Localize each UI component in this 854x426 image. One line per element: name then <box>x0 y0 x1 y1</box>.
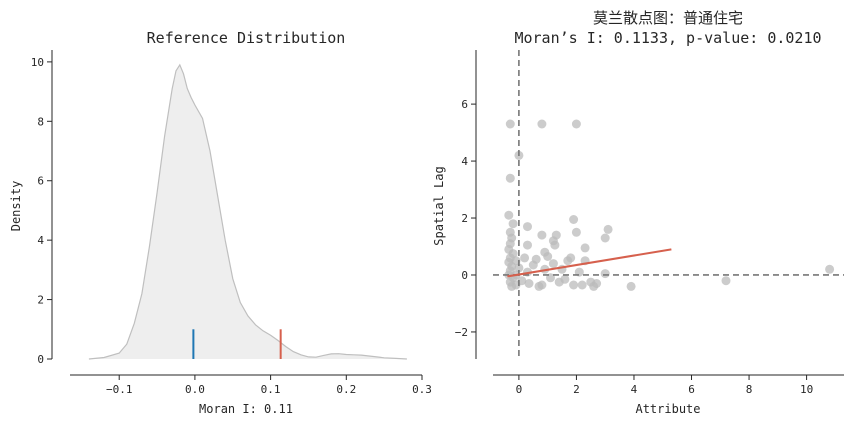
scatter-point <box>524 279 534 288</box>
scatter-point <box>508 219 518 229</box>
y-tick-label: 4 <box>37 234 44 247</box>
scatter-point <box>550 240 560 250</box>
density-curve <box>88 63 407 360</box>
x-tick-label: −0.1 <box>106 383 133 396</box>
scatter-point <box>592 279 602 288</box>
right-x-ticks: 0 2 4 6 8 10 <box>516 375 813 396</box>
scatter-point <box>571 119 581 129</box>
right-x-axis-label: Attribute <box>635 402 700 416</box>
scatter-point <box>548 259 558 269</box>
y-tick-label: 0 <box>461 269 468 282</box>
y-tick-label: 2 <box>37 294 44 307</box>
scatter-point <box>537 280 547 290</box>
y-tick-label: 2 <box>461 212 468 225</box>
x-tick-label: 0 <box>516 383 523 396</box>
left-y-axis-label: Density <box>9 181 23 232</box>
x-tick-label: 0.2 <box>336 383 356 396</box>
scatter-point <box>537 119 547 129</box>
scatter-point <box>580 243 590 253</box>
scatter-point <box>569 280 579 290</box>
scatter-point <box>505 173 515 183</box>
scatter-point <box>721 276 731 286</box>
y-tick-label: 10 <box>31 56 44 69</box>
y-tick-label: 6 <box>461 98 468 111</box>
scatter-point <box>543 252 553 261</box>
scatter-point <box>603 224 613 234</box>
right-chart-subtitle: Moran’s I: 0.1133, p-value: 0.0210 <box>514 29 821 47</box>
density-area <box>88 64 407 360</box>
scatter-point <box>523 222 532 232</box>
scatter-point <box>825 264 835 274</box>
y-tick-label: −2 <box>455 326 468 339</box>
x-tick-label: 2 <box>573 383 580 396</box>
y-tick-label: 0 <box>37 353 44 366</box>
scatter-point <box>600 269 610 279</box>
x-tick-label: 0.0 <box>185 383 205 396</box>
scatter-point <box>569 215 579 224</box>
scatter-point <box>520 253 530 263</box>
reference-distribution-panel: Reference Distribution −0.1 0.0 0.1 0.2 0.3 … <box>9 29 432 416</box>
left-y-ticks: 0 2 4 6 8 10 <box>31 56 52 366</box>
scatter-point <box>523 240 532 250</box>
x-tick-label: 4 <box>631 383 638 396</box>
right-chart-title: 莫兰散点图：普通住宅 <box>593 9 743 27</box>
left-plot-area <box>88 63 407 360</box>
y-tick-label: 6 <box>37 175 44 188</box>
scatter-point <box>505 119 515 129</box>
right-y-ticks: −2 0 2 4 6 <box>455 98 476 339</box>
y-tick-label: 8 <box>37 115 44 128</box>
right-y-axis-label: Spatial Lag <box>432 166 446 245</box>
moran-scatter-panel: 莫兰散点图：普通住宅 Moran’s I: 0.1133, p-value: 0… <box>432 9 844 416</box>
left-chart-title: Reference Distribution <box>147 29 346 47</box>
x-tick-label: 8 <box>746 383 753 396</box>
x-tick-label: 6 <box>688 383 695 396</box>
scatter-point <box>504 210 514 220</box>
scatter-point <box>514 263 524 273</box>
scatter-point <box>537 230 547 240</box>
scatter-point <box>577 280 587 290</box>
x-tick-label: 0.1 <box>261 383 281 396</box>
y-tick-label: 4 <box>461 155 468 168</box>
scatter-point <box>531 254 541 264</box>
regression-fit-line <box>507 248 672 278</box>
x-tick-label: 0.3 <box>412 383 432 396</box>
scatter-point <box>560 274 570 284</box>
x-tick-label: 10 <box>800 383 813 396</box>
scatter-point <box>566 253 576 263</box>
right-plot-area <box>493 50 844 359</box>
scatter-point <box>571 227 581 237</box>
left-x-axis-label: Moran I: 0.11 <box>199 402 293 416</box>
scatter-point <box>600 233 610 243</box>
scatter-point <box>626 281 636 291</box>
left-x-ticks: −0.1 0.0 0.1 0.2 0.3 <box>106 375 432 396</box>
